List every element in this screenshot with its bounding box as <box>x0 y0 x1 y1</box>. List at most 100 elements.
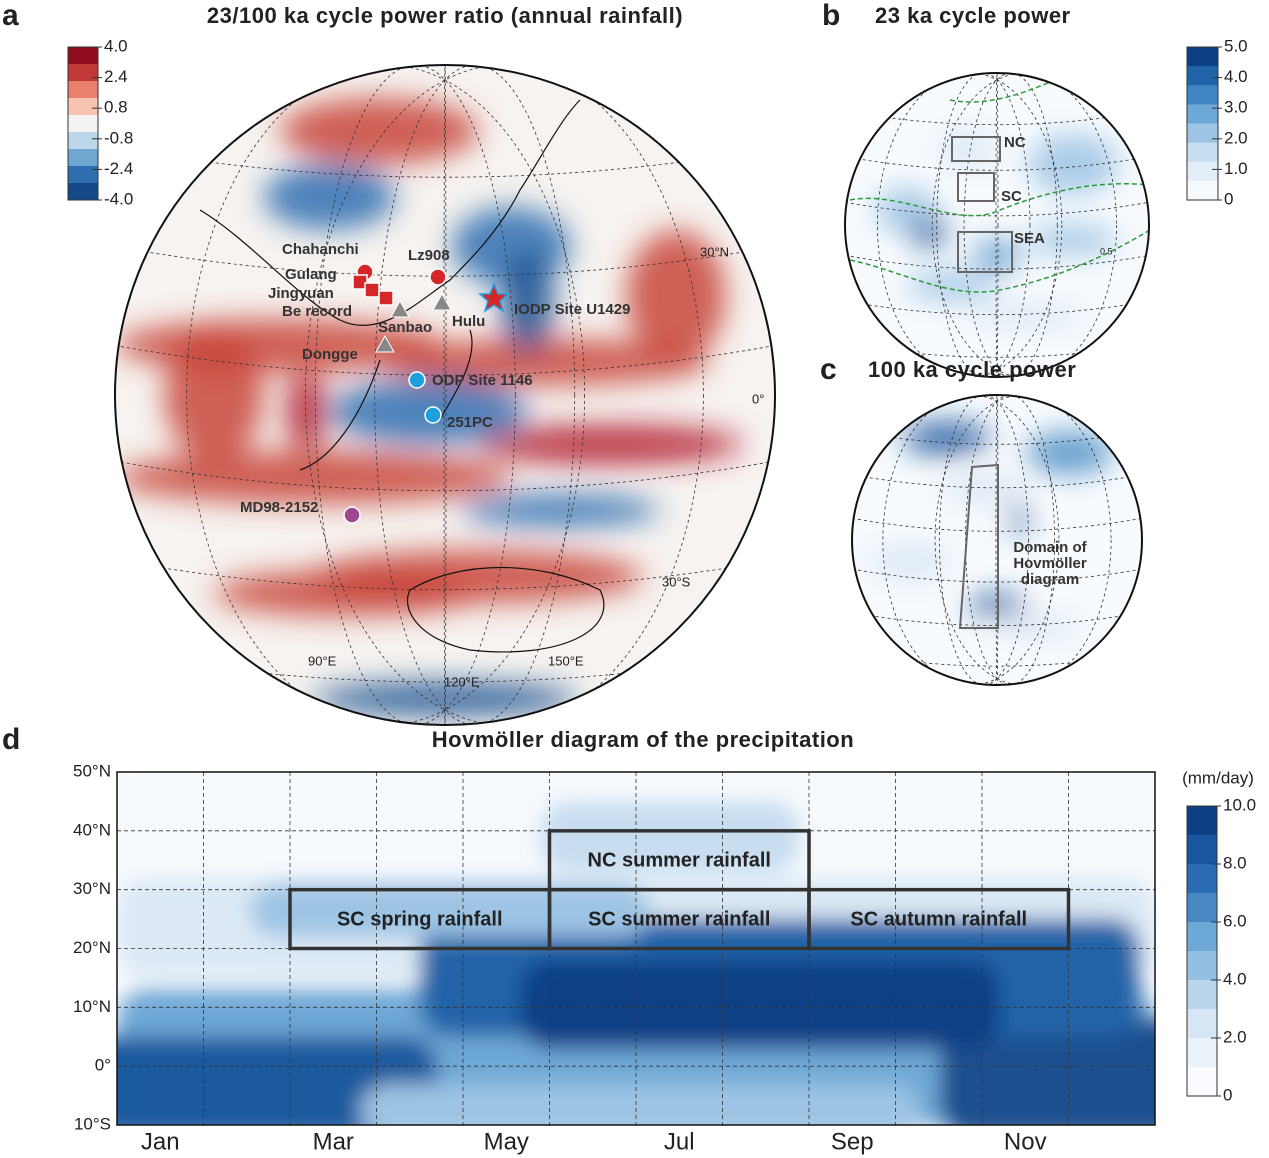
meridian <box>934 395 1112 685</box>
colorbar-step <box>1187 104 1218 124</box>
y-tick-label: 30°N <box>73 879 111 898</box>
globe-outline <box>114 64 776 726</box>
colorbar-step <box>1187 1009 1217 1039</box>
field-blob <box>115 451 511 504</box>
colorbar-step <box>68 47 98 65</box>
colorbar-step <box>1187 835 1217 865</box>
colorbar-step <box>68 115 98 133</box>
y-tick-label: 20°N <box>73 938 111 957</box>
parallel <box>115 559 775 591</box>
meridian <box>304 65 704 725</box>
colorbar-label: -0.8 <box>104 128 133 147</box>
field-blob <box>939 471 1026 507</box>
site-marker <box>378 290 394 306</box>
panel-title: 100 ka cycle power <box>868 357 1076 382</box>
colorbar-step <box>68 183 98 201</box>
x-tick-label: Jul <box>664 1128 695 1155</box>
colorbar-step <box>1187 893 1217 923</box>
site-label: Lz908 <box>408 247 450 264</box>
colorbar-label: 0 <box>1224 189 1233 208</box>
x-tick-label: Nov <box>1004 1128 1047 1155</box>
parallel <box>845 255 1149 270</box>
parallel <box>845 201 1149 217</box>
field-blob <box>280 98 478 164</box>
field-band <box>940 1019 1155 1125</box>
site-marker <box>429 268 447 286</box>
field <box>115 98 742 716</box>
colorbar-step <box>68 98 98 116</box>
site-label: IODP Site U1429 <box>514 301 630 318</box>
colorbar-label: 2.0 <box>1224 128 1248 147</box>
site-marker <box>343 506 361 524</box>
site-marker <box>432 292 452 311</box>
field-blob <box>461 494 660 527</box>
parallel <box>115 147 775 178</box>
colorbar-step <box>68 149 98 167</box>
site-marker <box>478 281 510 313</box>
globe-outline <box>851 394 1143 686</box>
colorbar-step <box>1187 180 1218 201</box>
colorbar-label: 4.0 <box>104 36 128 55</box>
parallel <box>115 460 775 492</box>
colorbar-step <box>68 132 98 150</box>
field-blob <box>379 338 709 386</box>
field-blob <box>1027 225 1119 256</box>
colorbar-frame <box>1186 805 1218 1097</box>
colorbar-label: 2.0 <box>1223 1027 1247 1046</box>
colorbar-step <box>1187 980 1217 1010</box>
site-marker <box>375 334 395 353</box>
site-marker <box>424 406 442 424</box>
field-blob <box>263 164 396 230</box>
y-tick-label: 0° <box>95 1056 111 1075</box>
annotation: diagram <box>1021 571 1079 588</box>
site-label: Sanbao <box>378 319 432 336</box>
field-blob <box>501 253 554 353</box>
x-tick-label: Mar <box>313 1128 354 1155</box>
colorbar-step <box>1187 1067 1217 1097</box>
season-box <box>807 887 1071 951</box>
field-blob <box>164 329 264 461</box>
colorbar-step <box>1187 1038 1217 1068</box>
plot-frame <box>116 771 1156 1126</box>
field-blob <box>936 126 997 172</box>
field-band <box>520 960 1000 1049</box>
colorbar-frame <box>67 46 99 201</box>
panel-label: d <box>2 723 20 756</box>
region-box <box>957 231 1013 273</box>
annotation: Hovmöller <box>1013 555 1087 572</box>
colorbar-step <box>1187 47 1218 67</box>
field-band <box>540 801 800 873</box>
field-blob <box>478 424 742 465</box>
colorbar-step <box>1187 951 1217 981</box>
colorbar-label: 4.0 <box>1224 67 1248 86</box>
field-blob <box>966 301 1089 332</box>
meridian <box>965 395 1055 685</box>
graticule-label: 90°E <box>308 653 337 668</box>
parallel <box>845 300 1149 316</box>
site-label: Be record <box>282 303 352 320</box>
colorbar-label: -4.0 <box>104 189 133 208</box>
panel-title: 23/100 ka cycle power ratio (annual rain… <box>207 3 683 28</box>
field-blob <box>997 612 1084 642</box>
colorbar-step <box>1187 66 1218 86</box>
field-blob <box>1026 431 1113 475</box>
colorbar-label: 2.4 <box>104 67 128 86</box>
parallel <box>845 156 1149 171</box>
site-label: Jingyuan <box>268 285 334 302</box>
parallel <box>115 345 775 376</box>
meridian <box>995 73 999 377</box>
meridian <box>877 73 1063 377</box>
colorbar-label: 3.0 <box>1224 98 1248 117</box>
field-blob <box>905 270 998 301</box>
x-tick-label: Sep <box>831 1128 874 1155</box>
region-label: SEA <box>1014 230 1045 247</box>
field-blob <box>1027 133 1119 195</box>
colorbar-frame <box>1186 46 1219 201</box>
colorbar-label: 5.0 <box>1224 36 1248 55</box>
y-tick-label: 50°N <box>73 761 111 780</box>
meridian <box>374 65 576 725</box>
parallel <box>115 652 775 683</box>
colorbar-label: 10.0 <box>1223 795 1256 814</box>
colorbar-step <box>1187 85 1218 105</box>
